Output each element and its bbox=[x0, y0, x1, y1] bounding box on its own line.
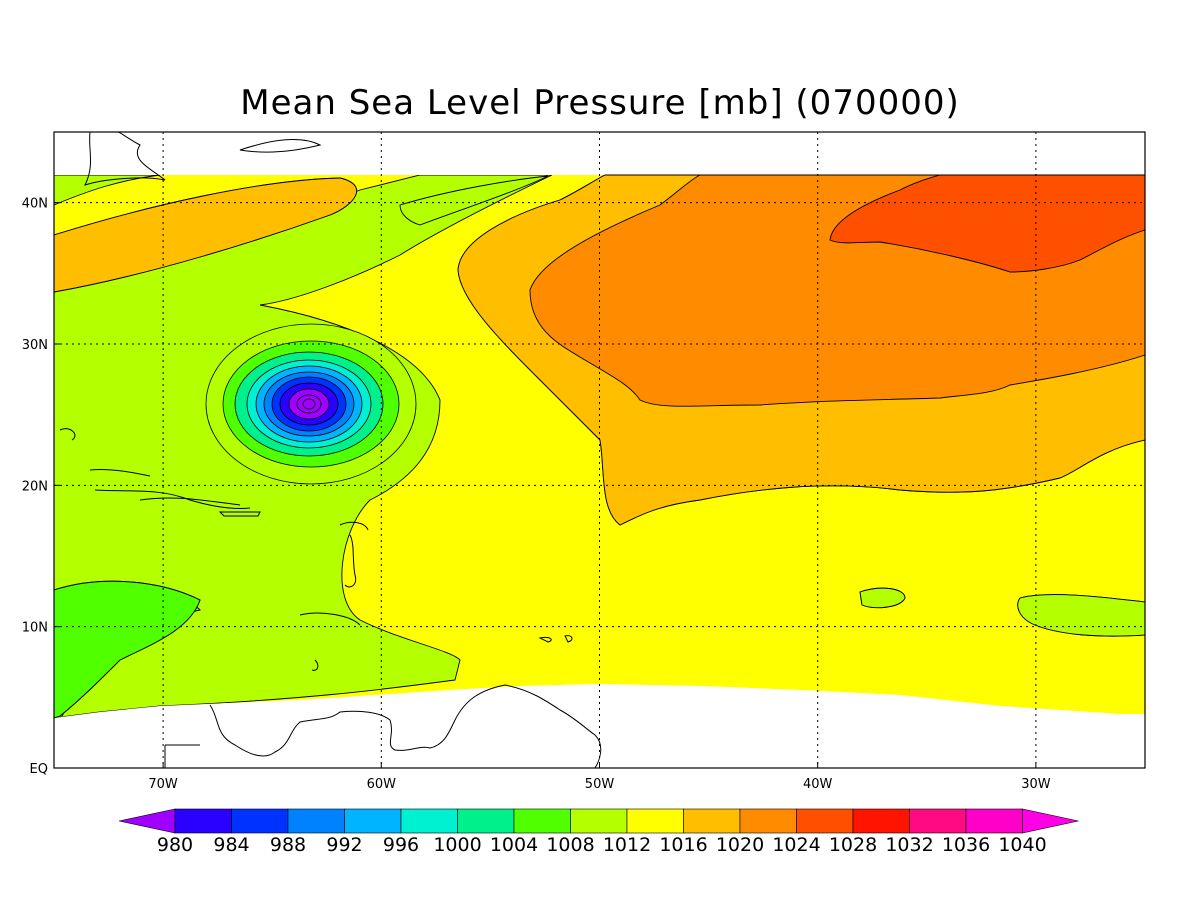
lat-lon-grid bbox=[54, 132, 1145, 768]
map-area: 70W 60W 50W 40W 30W EQ 10N 20N 30N 40N bbox=[22, 131, 1146, 792]
colorbar-swatch bbox=[344, 808, 402, 834]
y-tick-label: EQ bbox=[30, 762, 48, 777]
low-contour-ring bbox=[302, 398, 316, 410]
x-tick-label: 60W bbox=[367, 777, 397, 792]
colorbar-swatch bbox=[513, 808, 571, 834]
x-tick-label: 70W bbox=[148, 777, 178, 792]
colorbar-swatch bbox=[570, 808, 628, 834]
colorbar-label: 1032 bbox=[885, 834, 933, 856]
colorbar-label: 1020 bbox=[716, 834, 764, 856]
colorbar-swatch bbox=[739, 808, 797, 834]
chart-title: Mean Sea Level Pressure [mb] (070000) bbox=[240, 83, 960, 123]
x-tick-label: 30W bbox=[1021, 777, 1051, 792]
colorbar-label: 992 bbox=[326, 834, 362, 856]
colorbar-swatch bbox=[909, 808, 967, 834]
colorbar-arrow-low bbox=[118, 808, 176, 834]
colorbar-swatch bbox=[231, 808, 289, 834]
colorbar-label: 996 bbox=[383, 834, 419, 856]
colorbar-label: 980 bbox=[157, 834, 193, 856]
colorbar-label: 984 bbox=[213, 834, 249, 856]
colorbar-label: 1024 bbox=[772, 834, 820, 856]
colorbar-swatch bbox=[796, 808, 854, 834]
axis-ticks: 70W 60W 50W 40W 30W EQ 10N 20N 30N 40N bbox=[22, 197, 1051, 792]
y-tick-label: 10N bbox=[22, 621, 48, 636]
colorbar-swatch bbox=[400, 808, 458, 834]
colorbar-swatch bbox=[457, 808, 515, 834]
colorbar-swatch bbox=[852, 808, 910, 834]
colorbar-label: 1012 bbox=[603, 834, 651, 856]
colorbar-swatch bbox=[965, 808, 1023, 834]
colorbar-label: 1000 bbox=[433, 834, 481, 856]
colorbar-swatch bbox=[626, 808, 684, 834]
colorbar-label: 1036 bbox=[942, 834, 990, 856]
y-tick-label: 40N bbox=[22, 197, 48, 212]
y-tick-label: 20N bbox=[22, 479, 48, 494]
colorbar-label: 1028 bbox=[829, 834, 877, 856]
hurricane-low-contours bbox=[205, 323, 417, 485]
colorbar-label: 1004 bbox=[490, 834, 538, 856]
colorbar-label: 1008 bbox=[546, 834, 594, 856]
colorbar-label: 1016 bbox=[659, 834, 707, 856]
colorbar: 980 984 988 992 996 1000 1004 1008 1012 1016 1020 1… bbox=[118, 808, 1079, 856]
colorbar-swatch bbox=[287, 808, 345, 834]
colorbar-swatch bbox=[174, 808, 232, 834]
x-tick-label: 50W bbox=[585, 777, 615, 792]
colorbar-swatch bbox=[683, 808, 741, 834]
colorbar-label: 1040 bbox=[998, 834, 1046, 856]
colorbar-arrow-high bbox=[1022, 808, 1079, 834]
x-tick-label: 40W bbox=[803, 777, 833, 792]
colorbar-label: 988 bbox=[270, 834, 306, 856]
y-tick-label: 30N bbox=[22, 338, 48, 353]
